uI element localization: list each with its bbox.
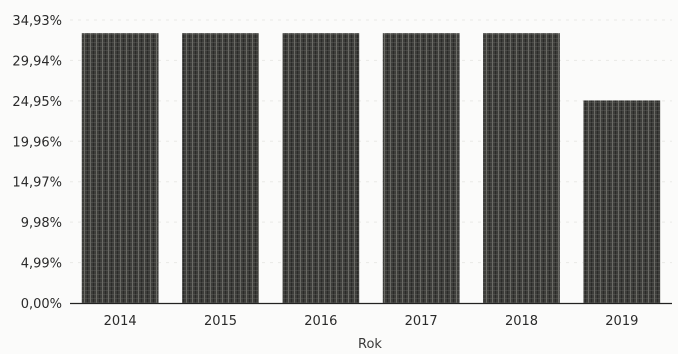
- y-tick-label: 4,99%: [21, 257, 62, 272]
- y-tick-label: 9,98%: [21, 216, 62, 231]
- y-tick-label: 34,93%: [12, 14, 62, 29]
- bar-2018: [483, 33, 560, 304]
- grid-lines: [70, 19, 672, 264]
- x-tick-label: 2017: [405, 314, 438, 329]
- bars: [81, 33, 661, 304]
- y-tick-labels: 0,00% 4,99% 9,98% 14,97% 19,96% 24,95% 29,94% 3…: [12, 14, 62, 312]
- x-tick-label: 2015: [204, 314, 237, 329]
- y-tick-label: 19,96%: [12, 135, 62, 150]
- y-tick-label: 0,00%: [21, 297, 62, 312]
- bar-2016: [282, 33, 360, 304]
- x-tick-label: 2016: [304, 314, 337, 329]
- bar-2017: [382, 33, 460, 304]
- x-tick-labels: 2014 2015 2016 2017 2018 2019: [104, 314, 639, 329]
- y-tick-label: 24,95%: [12, 95, 62, 110]
- x-tick-label: 2018: [505, 314, 538, 329]
- x-axis-title: Rok: [358, 337, 382, 352]
- x-tick-label: 2019: [605, 314, 638, 329]
- bar-2014: [81, 33, 159, 304]
- bar-2019: [583, 100, 661, 303]
- x-tick-label: 2014: [104, 314, 137, 329]
- y-tick-label: 29,94%: [12, 54, 62, 69]
- y-tick-label: 14,97%: [12, 176, 62, 191]
- bar-2015: [182, 33, 259, 304]
